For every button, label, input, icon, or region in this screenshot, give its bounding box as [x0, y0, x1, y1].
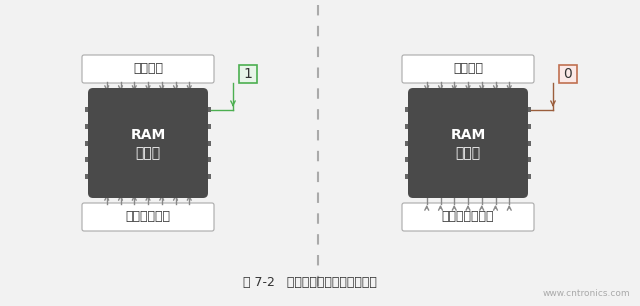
Text: 单元地址: 单元地址 — [133, 62, 163, 76]
Bar — [172, 89, 179, 96]
Bar — [203, 157, 211, 162]
Bar — [405, 157, 413, 162]
Bar — [172, 189, 179, 196]
Bar — [185, 189, 193, 196]
Text: 写模式: 写模式 — [136, 146, 161, 160]
FancyBboxPatch shape — [88, 88, 208, 198]
Bar — [85, 107, 93, 112]
Bar — [405, 174, 413, 179]
Bar — [423, 89, 431, 96]
Bar — [203, 174, 211, 179]
Bar — [85, 157, 93, 162]
Bar — [203, 140, 211, 145]
Bar — [103, 89, 111, 96]
Bar — [85, 174, 93, 179]
FancyBboxPatch shape — [82, 203, 214, 231]
FancyBboxPatch shape — [408, 88, 528, 198]
Bar — [492, 89, 499, 96]
Bar — [477, 89, 486, 96]
FancyBboxPatch shape — [402, 55, 534, 83]
Bar — [116, 189, 125, 196]
Bar — [85, 140, 93, 145]
Text: 单元的当前数据: 单元的当前数据 — [442, 211, 494, 223]
Bar — [451, 189, 458, 196]
Bar — [131, 89, 138, 96]
Text: RAM: RAM — [451, 128, 486, 142]
Bar — [239, 65, 257, 83]
Bar — [185, 89, 193, 96]
Bar — [203, 107, 211, 112]
Bar — [477, 189, 486, 196]
Bar — [116, 89, 125, 96]
Bar — [523, 140, 531, 145]
Bar — [505, 89, 513, 96]
Bar — [405, 124, 413, 129]
Bar — [523, 124, 531, 129]
Text: 0: 0 — [564, 67, 572, 81]
Bar — [523, 157, 531, 162]
Bar — [203, 124, 211, 129]
Bar — [559, 65, 577, 83]
Text: 1: 1 — [244, 67, 252, 81]
Bar — [464, 89, 472, 96]
Bar — [436, 89, 445, 96]
FancyBboxPatch shape — [82, 55, 214, 83]
Bar — [523, 174, 531, 179]
Bar — [85, 124, 93, 129]
Text: 读模式: 读模式 — [456, 146, 481, 160]
Bar — [157, 189, 166, 196]
FancyBboxPatch shape — [402, 203, 534, 231]
Bar — [157, 89, 166, 96]
Bar — [423, 189, 431, 196]
Bar — [405, 140, 413, 145]
Bar — [405, 107, 413, 112]
Bar — [464, 189, 472, 196]
Bar — [492, 189, 499, 196]
Bar — [131, 189, 138, 196]
Text: www.cntronics.com: www.cntronics.com — [542, 289, 630, 298]
Bar — [436, 189, 445, 196]
Text: 单元地址: 单元地址 — [453, 62, 483, 76]
Bar — [144, 189, 152, 196]
Bar — [103, 189, 111, 196]
Bar — [451, 89, 458, 96]
Bar — [144, 89, 152, 96]
Text: 单元的新数据: 单元的新数据 — [125, 211, 170, 223]
Bar — [523, 107, 531, 112]
Text: 图 7-2   存储器包括读模式与写模式: 图 7-2 存储器包括读模式与写模式 — [243, 277, 377, 289]
Text: RAM: RAM — [131, 128, 166, 142]
Bar — [505, 189, 513, 196]
